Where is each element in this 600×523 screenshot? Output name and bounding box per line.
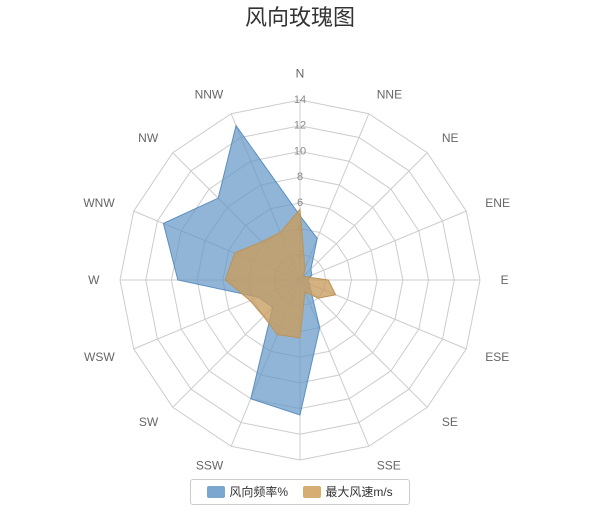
- axis-label: SE: [442, 415, 458, 429]
- tick-label: 6: [297, 197, 303, 209]
- axis-label: W: [88, 273, 100, 287]
- axis-label: ESE: [485, 350, 509, 364]
- axis-label: NE: [442, 131, 459, 145]
- legend: 风向频率% 最大风速m/s: [0, 479, 600, 505]
- legend-item-windspeed[interactable]: 最大风速m/s: [303, 483, 392, 500]
- axis-label: SW: [139, 415, 159, 429]
- axis-label: NNE: [377, 88, 402, 102]
- axis-label: SSW: [196, 458, 224, 472]
- axis-label: E: [501, 273, 509, 287]
- legend-swatch-windspeed: [303, 486, 321, 498]
- radar-svg: NNNENEENEEESESESSESSSWSWWSWWWNWNWNNW2468…: [0, 32, 600, 472]
- legend-swatch-frequency: [207, 486, 225, 498]
- axis-label: WNW: [83, 196, 115, 210]
- grid-spoke: [300, 280, 427, 407]
- chart-title: 风向玫瑰图: [0, 0, 600, 32]
- tick-label: 12: [294, 120, 306, 132]
- axis-label: NNW: [195, 88, 224, 102]
- axis-label: SSE: [377, 458, 401, 472]
- grid-spoke: [300, 211, 466, 280]
- axis-label: ENE: [485, 196, 510, 210]
- legend-label-frequency: 风向频率%: [229, 483, 288, 500]
- legend-box: 风向频率% 最大风速m/s: [190, 479, 409, 505]
- grid-spoke: [300, 153, 427, 280]
- legend-label-windspeed: 最大风速m/s: [325, 483, 392, 500]
- legend-item-frequency[interactable]: 风向频率%: [207, 483, 288, 500]
- axis-label: N: [296, 66, 305, 80]
- axis-label: WSW: [84, 350, 115, 364]
- tick-label: 10: [294, 145, 306, 157]
- tick-label: 14: [294, 94, 306, 106]
- axis-label: NW: [138, 131, 159, 145]
- radar-chart: NNNENEENEEESESESSESSSWSWWSWWWNWNWNNW2468…: [0, 32, 600, 477]
- tick-label: 8: [297, 171, 303, 183]
